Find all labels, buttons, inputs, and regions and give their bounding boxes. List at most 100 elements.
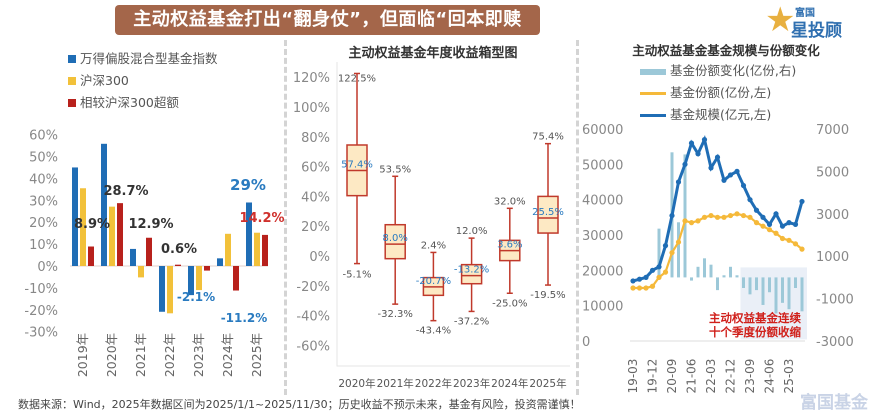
bar-0 [130,248,136,266]
max-label: 12.0% [456,226,488,237]
bar-0 [101,143,107,266]
bar-0 [217,258,223,266]
y-left-tick-label: 10000 [582,300,623,315]
series-point-2 [636,276,643,282]
series-point-1 [708,212,714,219]
x-tick-label: 19-03 [626,359,640,394]
legend-label: 沪深300 [80,73,129,88]
series-point-2 [753,207,760,213]
bar-0 [72,167,78,266]
series-point-2 [766,221,773,227]
min-label: -32.3% [378,309,413,320]
y-tick-label: -20% [296,280,330,295]
share-change-bar [709,264,713,278]
max-label: 53.5% [379,164,411,175]
share-change-bar [742,277,745,288]
plot-frame [336,62,570,367]
source-note: 数据来源：Wind，2025年数据区间为2025/1/1~2025/11/30；… [18,398,581,411]
series-point-2 [734,168,740,174]
median-label: 25.5% [532,207,564,218]
series-point-1 [695,218,701,224]
series-point-1 [669,250,675,256]
y-tick-label: 50% [29,151,58,166]
series-point-1 [721,214,727,220]
median-label: -20.7% [416,276,451,287]
data-label: 0.6% [161,242,197,257]
series-point-2 [669,212,675,219]
share-change-bar [761,277,765,305]
legend-item: 万得偏股混合型基金指数 [68,48,218,70]
box-chart-title: 主动权益基金年度收益箱型图 [348,45,517,61]
median-label: 8.0% [382,233,407,244]
x-tick-label: 2020年 [104,333,119,377]
share-change-bar [735,275,739,278]
y-tick-label: 20% [29,216,58,231]
x-tick-label: 2019年 [75,333,90,377]
x-tick-label: 22-03 [704,359,718,394]
data-label: 12.9% [128,217,173,232]
share-change-bar [800,277,804,312]
max-label: 122.5% [338,73,376,84]
series-point-1 [636,285,643,291]
series-point-1 [656,274,662,280]
share-change-bar [748,277,752,295]
share-change-bar [690,277,693,281]
series-point-2 [682,161,688,167]
series-point-1 [682,218,688,224]
box [384,223,406,260]
share-change-bar [768,277,771,293]
y-tick-label: 40% [29,172,58,187]
legend-swatch [640,69,666,75]
annotation-text: 十个季度份额收缩 [709,325,801,339]
series-point-1 [766,227,773,233]
series-point-2 [675,179,682,185]
bar-2 [233,266,239,291]
annotation-text: 主动权益基金连续 [709,311,801,325]
series-point-2 [747,197,753,203]
series-point-2 [727,172,734,178]
bar-1 [80,188,86,266]
x-tick-label: 2021年 [377,377,414,390]
x-tick-label: 2024年 [220,333,235,377]
legend-label: 相较沪深300超额 [80,95,179,110]
x-tick-label: 2023年 [191,333,206,377]
divider [284,40,287,395]
series-point-2 [721,177,727,183]
data-label: 29% [230,176,266,194]
x-tick-label: 2025年 [249,333,264,377]
bar-1 [225,233,231,266]
series-point-2 [695,151,701,157]
share-change-bar [696,266,700,278]
data-label: 28.7% [103,184,148,199]
bar-chart-legend: 万得偏股混合型基金指数 沪深300 相较沪深300超额 [68,48,218,114]
x-tick-label: 2023年 [453,377,490,390]
y-tick-label: -30% [24,326,58,341]
share-change-bar [787,277,791,310]
share-change-bar [729,266,732,278]
legend-swatch [68,55,76,63]
legend-item: 相较沪深300超额 [68,92,218,114]
series-point-1 [701,214,708,220]
y-tick-label: 100% [293,101,330,116]
min-label: -19.5% [530,290,565,301]
divider [576,40,579,395]
median-label: 57.4% [341,159,373,170]
min-label: -5.1% [342,270,371,281]
x-tick-label: 2024年 [491,377,528,390]
page-title: 主动权益基金打出“翻身仗”，但面临“回本即赎回”的局面 [115,5,540,60]
logo-text-main: 星投顾 [791,21,842,41]
series-point-2 [643,274,649,280]
x-tick-label: 23-09 [743,359,757,394]
data-label: 14.2% [239,211,284,226]
series-point-1 [630,285,636,291]
y-tick-label: 60% [301,161,330,176]
y-tick-label: 0% [37,260,58,275]
x-tick-label: 2025年 [529,377,566,390]
legend-item: 基金规模(亿元,左) [640,104,796,126]
series-point-1 [799,246,805,252]
series-point-1 [714,214,721,220]
series-point-2 [630,278,636,284]
line-chart-title: 主动权益基金基金规模与份额变化 [632,43,820,58]
